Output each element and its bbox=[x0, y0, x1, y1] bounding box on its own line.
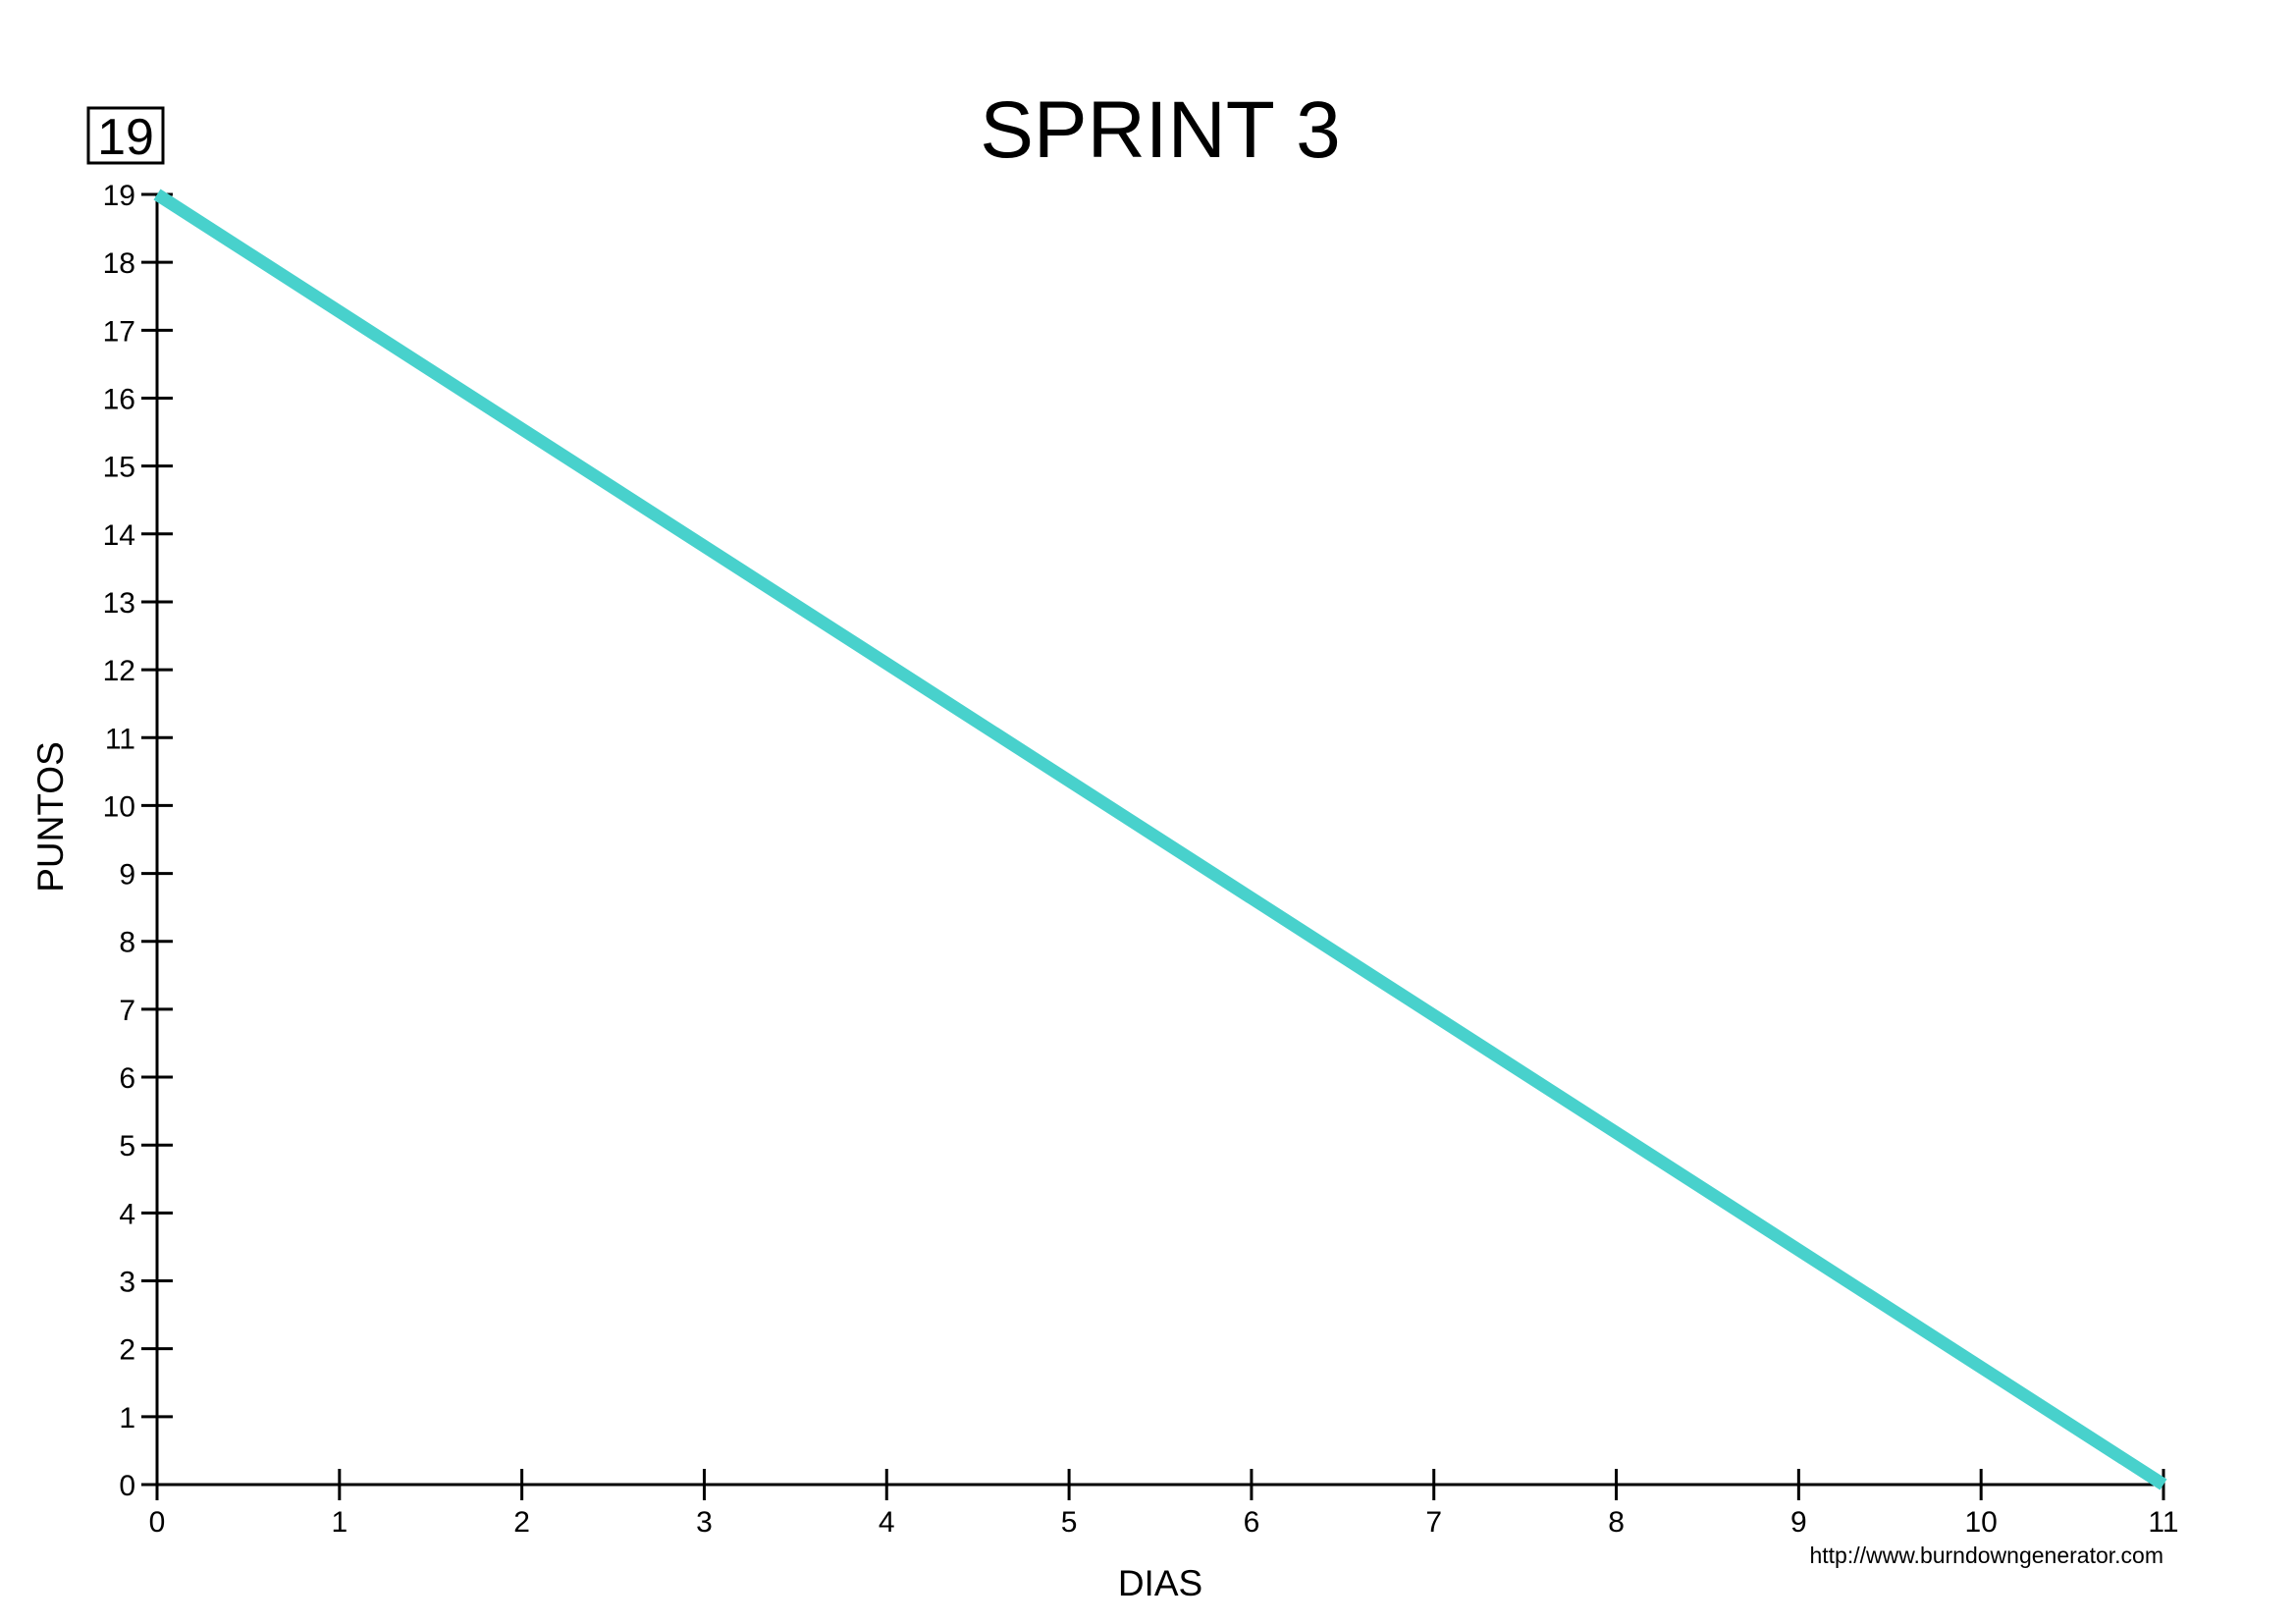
series-layer bbox=[153, 189, 2167, 1490]
x-tick-label: 9 bbox=[1790, 1506, 1807, 1539]
x-tick-label: 3 bbox=[696, 1506, 713, 1539]
y-tick-label: 7 bbox=[119, 995, 135, 1027]
y-tick-label: 8 bbox=[119, 927, 135, 959]
x-tick-label: 8 bbox=[1608, 1506, 1625, 1539]
x-tick-label: 10 bbox=[1964, 1506, 1997, 1539]
footer-url: http://www.burndowngenerator.com bbox=[1809, 1543, 2163, 1568]
y-tick-label: 9 bbox=[119, 859, 135, 892]
x-tick-label: 4 bbox=[879, 1506, 895, 1539]
y-tick-label: 16 bbox=[103, 383, 135, 415]
x-tick-label: 2 bbox=[513, 1506, 530, 1539]
y-tick-label: 14 bbox=[103, 519, 135, 552]
y-tick-label: 10 bbox=[103, 790, 135, 823]
y-tick-label: 19 bbox=[103, 180, 135, 212]
y-tick-label: 4 bbox=[119, 1198, 135, 1230]
y-axis-label: PUNTOS bbox=[30, 741, 71, 893]
y-tick-label: 5 bbox=[119, 1130, 135, 1163]
y-tick-label: 13 bbox=[103, 587, 135, 620]
y-tick-label: 17 bbox=[103, 315, 135, 348]
y-tick-label: 12 bbox=[103, 655, 135, 687]
x-tick-label: 5 bbox=[1061, 1506, 1078, 1539]
y-tick-label: 11 bbox=[105, 723, 135, 755]
y-tick-label: 6 bbox=[119, 1062, 135, 1095]
total-points-box bbox=[86, 106, 165, 165]
y-tick-label: 3 bbox=[119, 1267, 135, 1299]
x-axis-ticks: 0 1 2 3 4 5 6 7 8 9 10 11 bbox=[149, 1469, 2179, 1539]
burndown-line bbox=[153, 189, 2167, 1490]
x-tick-label: 11 bbox=[2148, 1506, 2178, 1539]
y-tick-label: 15 bbox=[103, 452, 135, 484]
total-points-badge: 19 bbox=[86, 106, 165, 166]
x-axis-label: DIAS bbox=[1118, 1563, 1202, 1603]
y-tick-label: 2 bbox=[119, 1334, 135, 1367]
x-tick-label: 0 bbox=[149, 1506, 166, 1539]
x-tick-label: 7 bbox=[1425, 1506, 1442, 1539]
chart-title: SPRINT 3 bbox=[980, 85, 1341, 175]
total-points-value: 19 bbox=[97, 109, 154, 166]
x-tick-label: 6 bbox=[1244, 1506, 1260, 1539]
x-tick-label: 1 bbox=[331, 1506, 347, 1539]
y-tick-label: 18 bbox=[103, 247, 135, 280]
y-tick-label: 0 bbox=[119, 1470, 135, 1502]
y-tick-label: 1 bbox=[119, 1402, 135, 1435]
